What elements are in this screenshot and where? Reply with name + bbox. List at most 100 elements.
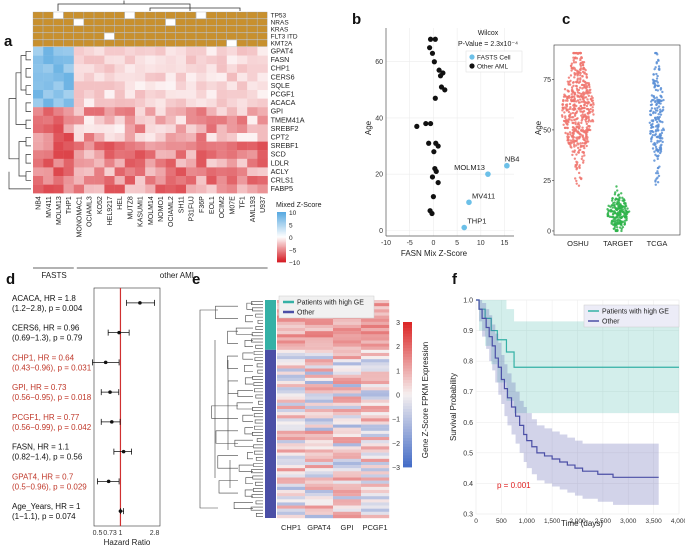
strip-point [577, 101, 581, 104]
heatmap-cell [277, 496, 306, 500]
heatmap-cell [333, 443, 362, 447]
cell-line-label: OCIAML3 [87, 196, 94, 227]
heatmap-cell [53, 107, 64, 116]
strip-point [615, 185, 618, 188]
mutation-cell [206, 25, 217, 33]
heatmap-cell [361, 374, 390, 379]
mutation-cell [216, 18, 227, 26]
panel-a-top-dendrogram [57, 0, 241, 11]
gene-label-cpt2: CPT2 [271, 133, 289, 142]
strip-point [580, 83, 584, 87]
heatmap-cell [333, 471, 362, 475]
heatmap-cell [206, 150, 217, 159]
heatmap-cell [175, 150, 187, 159]
x-tick-label: 0 [474, 518, 478, 525]
heatmap-cell [186, 55, 197, 65]
mutation-cell [53, 11, 64, 19]
strip-point [624, 209, 627, 212]
legend-swatch [277, 220, 286, 223]
heatmap-cell [361, 324, 390, 329]
mutation-row-label: NRAS [271, 20, 290, 27]
strip-point [589, 104, 592, 107]
strip-point [652, 110, 655, 114]
mutation-cell [145, 11, 156, 19]
strip-point [576, 95, 579, 98]
heatmap-cell [305, 415, 334, 419]
panel-e-dendrogram [199, 301, 263, 517]
strip-point [586, 98, 589, 101]
legend-swatch [277, 223, 286, 225]
strip-point [587, 120, 590, 123]
heatmap-cell [165, 176, 176, 185]
panel-b-pvalue: P-Value = 2.3x10⁻⁴ [458, 41, 518, 48]
cell-line-label: F36P [199, 196, 206, 213]
heatmap-cell [175, 158, 187, 168]
category-label-tcga: TCGA [647, 239, 668, 248]
mutation-cell [94, 25, 105, 33]
mutation-cell [216, 32, 227, 40]
heatmap-cell [277, 328, 306, 332]
heatmap-cell [277, 502, 306, 506]
heatmap-cell [305, 346, 334, 351]
strip-point [656, 74, 659, 78]
strip-point [573, 71, 576, 75]
x-tick-label: 3,000 [620, 518, 637, 525]
mutation-cell [63, 18, 74, 26]
heatmap-cell [206, 141, 217, 151]
strip-point [581, 155, 584, 158]
strip-point [590, 99, 594, 103]
other-aml-point [427, 45, 433, 51]
colorbar-swatch [403, 455, 412, 459]
heatmap-cell [145, 47, 156, 56]
strip-point [656, 135, 659, 139]
gene-label-sqle: SQLE [271, 81, 290, 90]
strip-point [564, 103, 568, 107]
heatmap-cell [361, 443, 390, 447]
strip-point [618, 196, 621, 200]
mutation-cell [185, 18, 196, 26]
strip-point [566, 123, 569, 126]
legend-swatch [277, 218, 286, 220]
strip-point [583, 146, 586, 150]
strip-point [579, 64, 583, 68]
forest-row-label: GPAT4, HR = 0.7 [12, 472, 74, 481]
heatmap-cell [277, 390, 306, 394]
heatmap-cell [333, 458, 362, 463]
mutation-cell [134, 32, 145, 40]
strip-point [571, 134, 575, 137]
colorbar-tick: 3 [396, 320, 400, 327]
strip-point [652, 80, 655, 84]
heatmap-cell [43, 150, 54, 159]
strip-point [621, 210, 625, 213]
heatmap-cell [257, 107, 268, 116]
mutation-cell [145, 18, 156, 26]
cell-line-label: M07E [229, 196, 236, 215]
cell-line-label: HEL9217 [107, 196, 114, 225]
mutation-cell [43, 11, 54, 19]
strip-point [654, 179, 657, 182]
heatmap-cell [124, 55, 136, 65]
legend-tick: −5 [289, 248, 297, 255]
heatmap-cell [361, 346, 390, 351]
heatmap-cell [63, 176, 74, 185]
legend-swatch [277, 249, 286, 252]
heatmap-cell [73, 47, 85, 56]
strip-point [650, 126, 653, 130]
strip-point [655, 77, 659, 80]
heatmap-cell [333, 396, 362, 400]
strip-point [575, 51, 578, 55]
strip-point [582, 95, 585, 99]
heatmap-cell [94, 55, 105, 65]
legend-swatch [277, 242, 286, 244]
strip-point [570, 96, 573, 99]
heatmap-cell [237, 90, 248, 99]
heatmap-cell [277, 412, 306, 416]
y-tick-label: 50 [543, 127, 551, 134]
strip-point [619, 210, 622, 214]
heatmap-cell [361, 315, 390, 319]
mutation-cell [63, 11, 74, 19]
heatmap-cell [361, 511, 390, 516]
heatmap-cell [333, 483, 362, 488]
mutation-cell [73, 25, 84, 33]
gene-label-cers6: CERS6 [271, 72, 295, 81]
